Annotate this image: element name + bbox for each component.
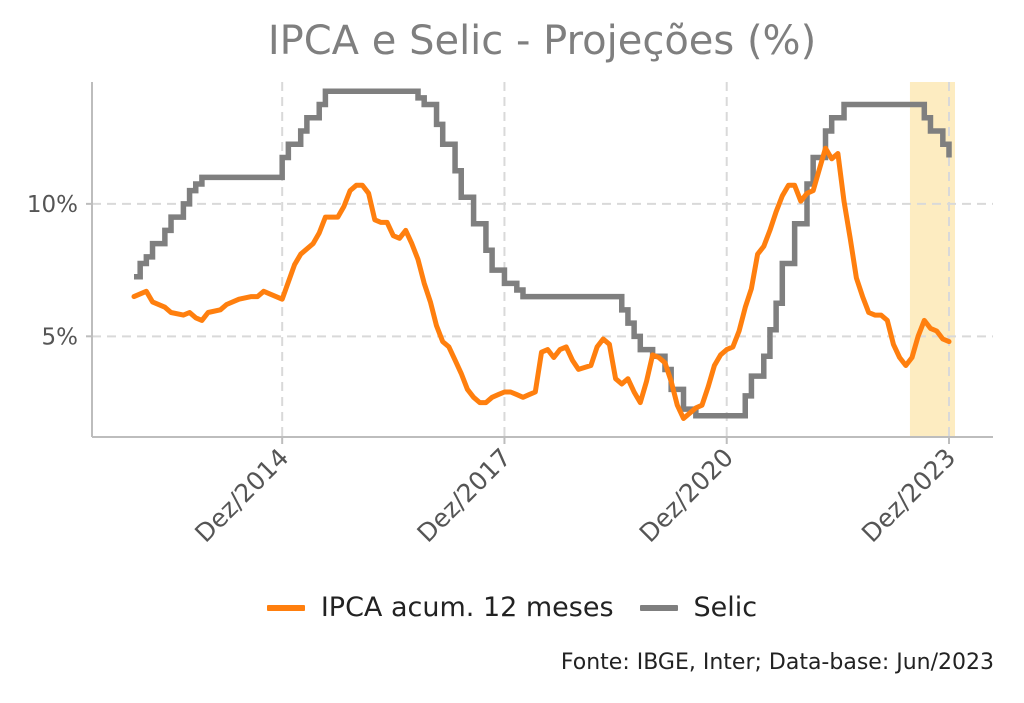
- x-tick-label: Dez/2017: [411, 443, 516, 548]
- legend-label-selic: Selic: [693, 592, 758, 623]
- y-tick-label: 10%: [27, 192, 78, 218]
- gridlines: [92, 82, 993, 437]
- x-tick-label: Dez/2014: [189, 443, 294, 548]
- legend-item-selic: Selic: [639, 592, 758, 623]
- series-line-selic: [134, 88, 952, 419]
- chart-legend: IPCA acum. 12 meses Selic: [0, 592, 1024, 623]
- x-tick-label: Dez/2020: [634, 443, 739, 548]
- projection-highlight: [909, 82, 955, 437]
- y-tick-label: 5%: [42, 324, 79, 350]
- axes: [86, 82, 993, 444]
- legend-swatch-ipca: [266, 604, 305, 611]
- legend-item-ipca: IPCA acum. 12 meses: [266, 592, 614, 623]
- series-line-ipca: [131, 145, 952, 421]
- legend-label-ipca: IPCA acum. 12 meses: [320, 592, 614, 623]
- chart-title: IPCA e Selic - Projeções (%): [267, 18, 817, 64]
- x-tick-label: Dez/2023: [856, 443, 961, 548]
- series-lines: [131, 88, 952, 421]
- projection-highlight-layer: [909, 82, 955, 437]
- source-note: Fonte: IBGE, Inter; Data-base: Jun/2023: [560, 650, 994, 675]
- legend-swatch-selic: [639, 604, 678, 611]
